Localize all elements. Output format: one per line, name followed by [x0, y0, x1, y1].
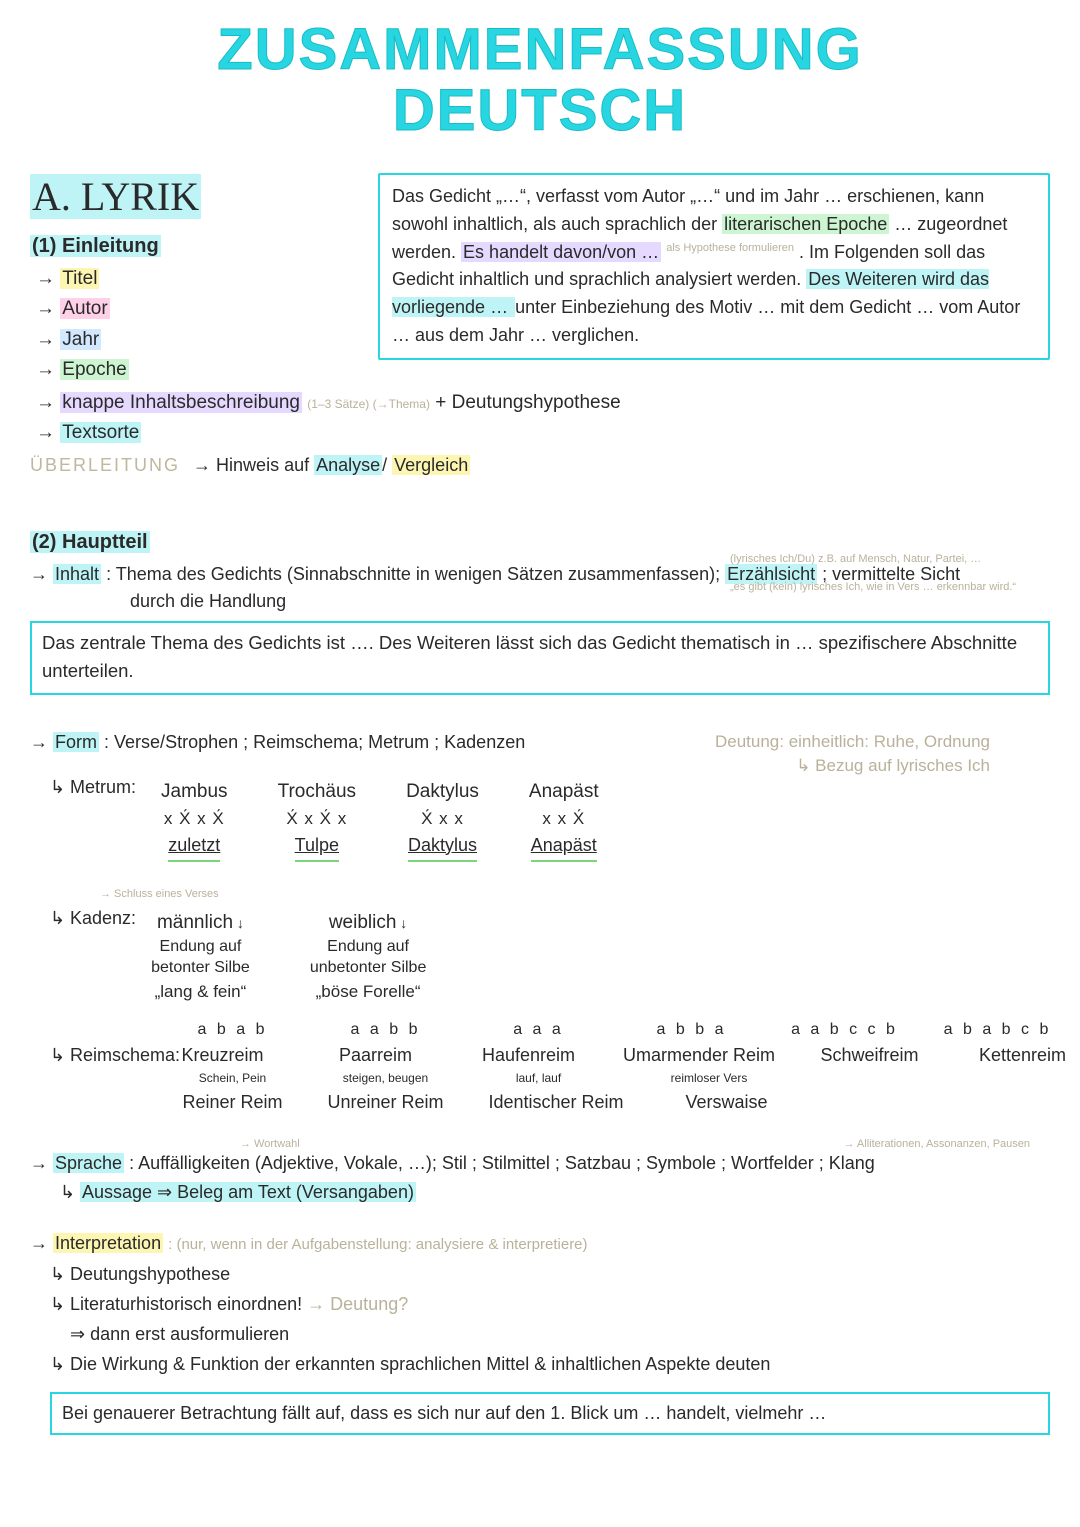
form-line: → Form : Verse/Strophen ; Reimschema; Me…	[30, 729, 1050, 756]
inhalt-tiny-mid: „es gibt (kein) lyrisches Ich, wie in Ve…	[730, 579, 1040, 596]
metrum-label: Metrum:	[70, 777, 136, 797]
sprache-tiny-right: → Alliterationen, Assonanzen, Pausen	[843, 1136, 1030, 1153]
uberleitung-row: ÜBERLEITUNG → Hinweis auf Analyse/ Vergl…	[30, 452, 1050, 479]
metrum-col-2: Daktylus X́ x x Daktylus	[406, 778, 479, 862]
interpretation-block: → Interpretation : (nur, wenn in der Auf…	[30, 1230, 1050, 1435]
reim-label: Reimschema:	[70, 1042, 180, 1069]
reim-examples: Schein, Pein steigen, beugen lauf, lauf …	[170, 1069, 1050, 1087]
interp-i2: Literaturhistorisch einordnen! → Deutung…	[70, 1291, 1050, 1318]
item-textsorte: Textsorte	[36, 419, 1050, 448]
interpretation-line: → Interpretation : (nur, wenn in der Auf…	[30, 1230, 1050, 1257]
form-note2: ↳ Bezug auf lyrisches Ich	[796, 753, 990, 779]
item-jahr: Jahr	[36, 326, 360, 355]
title-line2: DEUTSCH	[393, 78, 687, 143]
reim-row2: Reiner Reim Unreiner Reim Identischer Re…	[170, 1089, 1050, 1116]
interpretation-list: Deutungshypothese Literaturhistorisch ei…	[70, 1261, 1050, 1378]
kadenz-col-0: männlich Endung auf betonter Silbe „lang…	[151, 909, 250, 1005]
item-autor: Autor	[36, 295, 360, 324]
interp-i1: Deutungshypothese	[70, 1261, 1050, 1288]
interp-i4: Die Wirkung & Funktion der erkannten spr…	[70, 1351, 1050, 1378]
uberleitung-label: ÜBERLEITUNG	[30, 452, 180, 479]
interp-i3: ⇒ dann erst ausformulieren	[70, 1321, 1050, 1348]
sprache-block: → Wortwahl → Alliterationen, Assonanzen,…	[30, 1150, 1050, 1206]
metrum-table: Jambus x X́ x X́ zuletzt Trochäus X́ x X…	[161, 778, 599, 862]
sprache-sub: Aussage ⇒ Beleg am Text (Versangaben)	[80, 1179, 1050, 1206]
metrum-section: Metrum: Jambus x X́ x X́ zuletzt Trochäu…	[30, 774, 1050, 862]
item-knappe: knappe Inhaltsbeschreibung (1–3 Sätze) (…	[36, 389, 1050, 418]
intro-p2a: Es handelt davon/von …	[461, 242, 661, 262]
metrum-col-3: Anapäst x x X́ Anapäst	[529, 778, 599, 862]
kadenz-table: männlich Endung auf betonter Silbe „lang…	[151, 909, 426, 1005]
form-note1: Deutung: einheitlich: Ruhe, Ordnung	[715, 729, 990, 755]
section-a-title: A. LYRIK	[30, 167, 360, 227]
sprache-tiny-left: → Wortwahl	[240, 1136, 300, 1153]
item-epoche: Epoche	[36, 356, 360, 385]
form-block: → Form : Verse/Strophen ; Reimschema; Me…	[30, 729, 1050, 1117]
intro-p2tiny: als Hypothese formulieren	[666, 242, 794, 254]
einleitung-column: A. LYRIK (1) Einleitung Titel Autor Jahr…	[30, 167, 360, 387]
section-a-row: A. LYRIK (1) Einleitung Titel Autor Jahr…	[30, 167, 1050, 387]
einleitung-heading: (1) Einleitung	[30, 231, 360, 261]
hauptteil-box: Das zentrale Thema des Gedichts ist …. D…	[30, 621, 1050, 695]
intro-text-box: Das Gedicht „…“, verfasst vom Autor „…“ …	[378, 173, 1050, 360]
kadenz-label: Kadenz:	[70, 908, 136, 928]
title-line1: ZUSAMMENFASSUNG	[217, 17, 862, 82]
kadenz-section: → Schluss eines Verses Kadenz: männlich …	[30, 878, 1050, 1005]
inhalt-line: → Inhalt : Thema des Gedichts (Sinnabsch…	[30, 561, 1050, 588]
main-title: ZUSAMMENFASSUNG DEUTSCH	[30, 20, 1050, 142]
metrum-col-0: Jambus x X́ x X́ zuletzt	[161, 778, 228, 862]
metrum-col-1: Trochäus X́ x X́ x Tulpe	[278, 778, 357, 862]
einleitung-list: Titel Autor Jahr Epoche	[36, 265, 360, 385]
sprache-line: → Sprache : Auffälligkeiten (Adjektive, …	[30, 1150, 1050, 1177]
kadenz-tiny: → Schluss eines Verses	[100, 888, 219, 900]
item-titel: Titel	[36, 265, 360, 294]
reim-patterns: a b a b a a b b a a a a b b a a a b c c …	[170, 1018, 1050, 1042]
kadenz-col-1: weiblich Endung auf unbetonter Silbe „bö…	[310, 909, 427, 1005]
reim-names: Kreuzreim Paarreim Haufenreim Umarmender…	[160, 1042, 1080, 1069]
einleitung-list-2: knappe Inhaltsbeschreibung (1–3 Sätze) (…	[36, 389, 1050, 448]
intro-p1b: literarischen Epoche	[722, 214, 889, 234]
interpretation-box: Bei genauerer Betrachtung fällt auf, das…	[50, 1392, 1050, 1435]
hauptteil-block: (2) Hauptteil → Inhalt : Thema des Gedic…	[30, 527, 1050, 695]
reim-section: a b a b a a b b a a a a b b a a a b c c …	[30, 1018, 1050, 1116]
inhalt-tiny-top: (lyrisches Ich/Du) z.B. auf Mensch, Natu…	[730, 551, 1040, 568]
